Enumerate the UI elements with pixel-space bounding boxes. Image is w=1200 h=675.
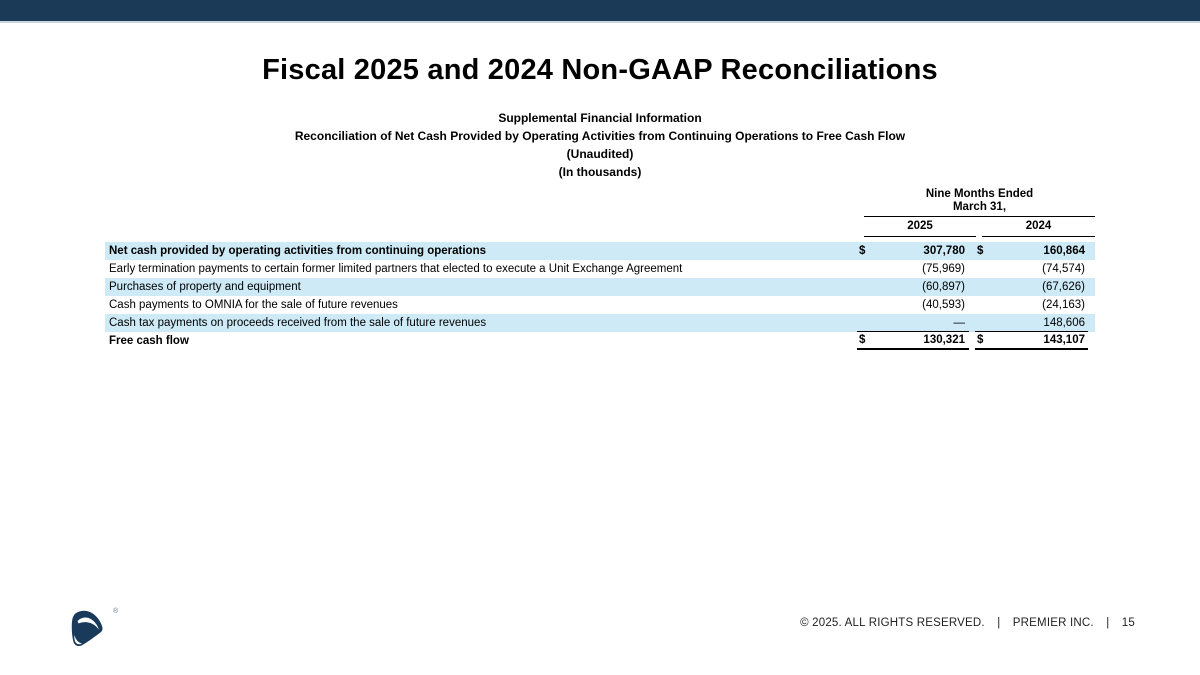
table-row: Early termination payments to certain fo… bbox=[105, 260, 1095, 278]
value-2024: (67,626) bbox=[1042, 281, 1085, 293]
value-cell-2024: (24,163) bbox=[975, 296, 1088, 314]
row-label: Net cash provided by operating activitie… bbox=[109, 245, 487, 257]
value-cell-2024: $ 143,107 bbox=[975, 332, 1088, 350]
premier-logo-icon bbox=[67, 607, 107, 649]
top-accent-bar bbox=[0, 0, 1200, 23]
table-rows: Net cash provided by operating activitie… bbox=[105, 242, 1095, 350]
footer-separator: | bbox=[1106, 617, 1110, 629]
footer-company: PREMIER INC. bbox=[1012, 617, 1094, 629]
row-label: Cash tax payments on proceeds received f… bbox=[109, 317, 487, 329]
value-cell-2025: $ 307,780 bbox=[857, 242, 969, 260]
currency-symbol: $ bbox=[859, 334, 866, 346]
value-2025: (75,969) bbox=[922, 263, 965, 275]
value-cell-2025: (75,969) bbox=[857, 260, 969, 278]
subtitle-block: Supplemental Financial Information Recon… bbox=[0, 109, 1200, 181]
footer: © 2025. ALL RIGHTS RESERVED. | PREMIER I… bbox=[800, 617, 1135, 629]
period-header-line2: March 31, bbox=[952, 201, 1007, 213]
subtitle-line: Reconciliation of Net Cash Provided by O… bbox=[294, 129, 906, 143]
row-label: Early termination payments to certain fo… bbox=[109, 263, 683, 275]
value-2025: 307,780 bbox=[923, 245, 965, 257]
value-2024: 143,107 bbox=[1043, 334, 1085, 346]
value-2025: 130,321 bbox=[923, 334, 965, 346]
value-2024: 148,606 bbox=[1043, 316, 1085, 329]
page-title: Fiscal 2025 and 2024 Non-GAAP Reconcilia… bbox=[262, 54, 938, 86]
table-row: Purchases of property and equipment (60,… bbox=[105, 278, 1095, 296]
value-cell-2025: (40,593) bbox=[857, 296, 969, 314]
value-cell-2024: $ 160,864 bbox=[975, 242, 1088, 260]
value-cell-2025: $ 130,321 bbox=[857, 332, 969, 350]
value-2025: — bbox=[953, 316, 966, 329]
value-cell-2024: 148,606 bbox=[975, 314, 1088, 332]
table-row-total: Free cash flow $ 130,321 $ 143,107 bbox=[105, 332, 1095, 350]
footer-page-number: 15 bbox=[1121, 617, 1135, 629]
currency-symbol: $ bbox=[977, 334, 984, 346]
footer-separator: | bbox=[997, 617, 1001, 629]
period-header: Nine Months Ended March 31, bbox=[864, 188, 1095, 217]
reconciliation-table: Nine Months Ended March 31, 2025 2024 Ne… bbox=[105, 188, 1095, 358]
registered-trademark: ® bbox=[113, 608, 119, 615]
value-2025: (60,897) bbox=[922, 281, 965, 293]
value-cell-2024: (74,574) bbox=[975, 260, 1088, 278]
footer-copyright: © 2025. ALL RIGHTS RESERVED. bbox=[800, 617, 985, 629]
value-2024: (74,574) bbox=[1042, 263, 1085, 275]
value-cell-2025: (60,897) bbox=[857, 278, 969, 296]
value-2025: (40,593) bbox=[922, 299, 965, 311]
row-label: Free cash flow bbox=[109, 335, 189, 347]
row-label: Purchases of property and equipment bbox=[109, 281, 301, 293]
value-2024: 160,864 bbox=[1043, 245, 1085, 257]
subtitle-line: (Unaudited) bbox=[566, 147, 634, 161]
table-row: Net cash provided by operating activitie… bbox=[105, 242, 1095, 260]
column-header-2025: 2025 bbox=[864, 217, 976, 237]
column-header-2024: 2024 bbox=[982, 217, 1095, 237]
subtitle-line: Supplemental Financial Information bbox=[498, 111, 702, 125]
table-row: Cash payments to OMNIA for the sale of f… bbox=[105, 296, 1095, 314]
table-row: Cash tax payments on proceeds received f… bbox=[105, 314, 1095, 332]
currency-symbol: $ bbox=[859, 245, 866, 257]
value-cell-2025: — bbox=[857, 314, 969, 332]
currency-symbol: $ bbox=[977, 245, 984, 257]
value-2024: (24,163) bbox=[1042, 299, 1085, 311]
subtitle-line: (In thousands) bbox=[558, 165, 642, 179]
row-label: Cash payments to OMNIA for the sale of f… bbox=[109, 299, 398, 311]
value-cell-2024: (67,626) bbox=[975, 278, 1088, 296]
period-header-line1: Nine Months Ended bbox=[925, 188, 1034, 200]
